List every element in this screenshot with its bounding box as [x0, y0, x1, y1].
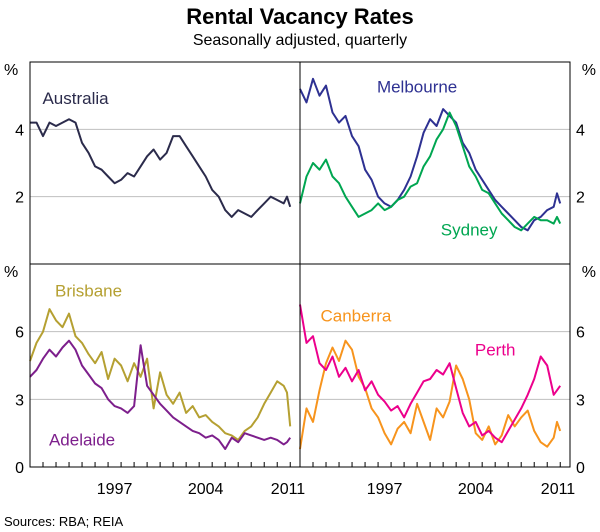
chart-subtitle: Seasonally adjusted, quarterly — [193, 32, 407, 49]
source-note: Sources: RBA; REIA — [4, 514, 124, 529]
series-label-sydney: Sydney — [441, 220, 498, 239]
y-tick-label: 0 — [15, 460, 24, 477]
y-unit-label: % — [4, 62, 18, 79]
y-tick-label: 6 — [15, 325, 24, 342]
y-tick-label: 4 — [576, 122, 585, 139]
series-label-melbourne: Melbourne — [377, 77, 457, 96]
x-tick-label: 2004 — [188, 481, 224, 498]
panel-bottom-right: 0 3 6% 1997 2004 2011 Canberra Perth — [299, 264, 596, 498]
series-label-brisbane: Brisbane — [55, 282, 122, 301]
panel-top-right: 2 4% Melbourne Sydney — [299, 62, 596, 239]
series-line-melbourne — [299, 77, 562, 232]
x-tick-label: 2011 — [541, 481, 576, 498]
y-tick-label: 4 — [15, 122, 24, 139]
series-line-sydney — [299, 111, 562, 232]
x-tick-label: 2011 — [271, 481, 306, 498]
panel-bottom-left: 0 3 6% 1997 2004 2011 Brisbane Adelaide — [4, 264, 305, 498]
y-tick-label: 2 — [576, 190, 585, 207]
series-label-canberra: Canberra — [321, 307, 392, 326]
panels: 2 4% Australia 2 4% Melbourne Sydney 0 3 6% 1997 20… — [4, 62, 596, 498]
series-label-australia: Australia — [42, 89, 109, 108]
series-line-perth — [299, 304, 562, 444]
x-tick-label: 2004 — [458, 481, 494, 498]
y-tick-label: 3 — [576, 392, 585, 409]
series-line-brisbane — [29, 308, 292, 441]
y-unit-label: % — [4, 264, 18, 281]
y-unit-label: % — [582, 62, 596, 79]
series-label-perth: Perth — [475, 340, 516, 359]
y-unit-label: % — [582, 264, 596, 281]
y-tick-label: 3 — [15, 392, 24, 409]
y-tick-label: 6 — [576, 325, 585, 342]
x-tick-label: 1997 — [367, 481, 403, 498]
x-tick-label: 1997 — [97, 481, 133, 498]
y-tick-label: 2 — [15, 190, 24, 207]
panel-top-left: 2 4% Australia — [4, 62, 300, 218]
series-line-canberra — [299, 339, 562, 450]
series-line-adelaide — [29, 339, 292, 450]
series-label-adelaide: Adelaide — [49, 431, 115, 450]
series-line-australia — [30, 118, 292, 218]
chart-title: Rental Vacancy Rates — [186, 4, 413, 29]
y-tick-label: 0 — [576, 460, 585, 477]
